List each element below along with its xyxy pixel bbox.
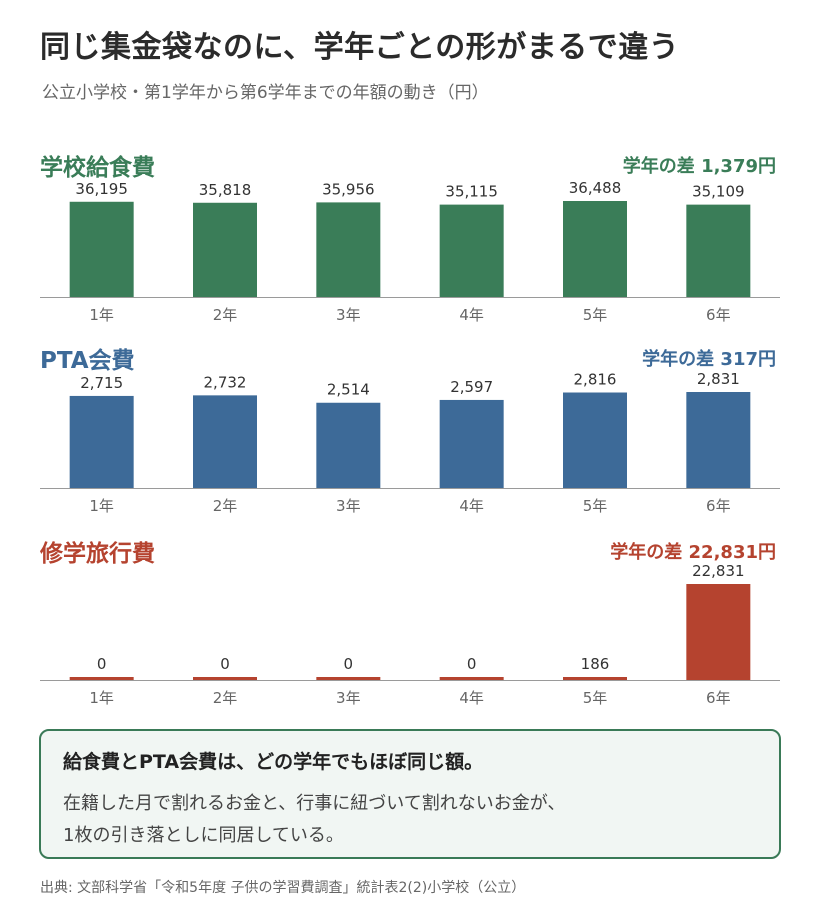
panel-difference-label: 学年の差 22,831円 <box>610 542 776 563</box>
panel-title: PTA会費 <box>40 348 135 374</box>
panel-title: 学校給食費 <box>40 155 155 181</box>
x-tick-label: 3年 <box>336 497 361 515</box>
x-tick-label: 6年 <box>706 689 731 707</box>
panel-school-trip: 修学旅行費 学年の差 22,831円 0 1年 0 2年 0 3年 0 4年 186 5年 22,8… <box>0 526 820 716</box>
bar-value-label: 2,831 <box>697 370 740 388</box>
bar-value-label: 36,488 <box>569 179 622 197</box>
bar <box>439 399 504 488</box>
bar-value-label: 186 <box>581 655 610 673</box>
x-tick-label: 2年 <box>213 497 238 515</box>
note-body-line: 1枚の引き落としに同居している。 <box>63 825 344 846</box>
x-tick-label: 3年 <box>336 689 361 707</box>
bar <box>439 677 504 680</box>
bar <box>316 402 381 488</box>
source-citation: 出典: 文部科学省「令和5年度 子供の学習費調査」統計表2(2)小学校（公立） <box>40 880 526 896</box>
bar <box>686 584 751 680</box>
bar <box>686 392 751 488</box>
chart-title: 同じ集金袋なのに、学年ごとの形がまるで違う <box>40 30 680 65</box>
bar-value-label: 36,195 <box>75 180 128 198</box>
bar <box>193 202 257 297</box>
bar-value-label: 35,115 <box>445 183 498 201</box>
x-tick-label: 5年 <box>583 306 608 324</box>
bar-value-label: 2,816 <box>574 371 617 389</box>
note-body-line: 在籍した月で割れるお金と、行事に紐づいて割れないお金が、 <box>63 793 566 814</box>
panel-pta-fee: PTA会費 学年の差 317円 2,715 1年 2,732 2年 2,514 3年 2,5… <box>0 333 820 523</box>
bar-chart-school-lunch: 36,195 1年 35,818 2年 35,956 3年 35,115 4年 36,488 5年… <box>40 179 780 324</box>
x-tick-label: 1年 <box>89 689 114 707</box>
bar <box>69 677 134 680</box>
chart-subtitle: 公立小学校・第1学年から第6学年までの年額の動き（円） <box>42 83 489 103</box>
bar-chart-school-trip: 0 1年 0 2年 0 3年 0 4年 186 5年 22,831 6年 <box>40 562 780 707</box>
x-tick-label: 6年 <box>706 497 731 515</box>
bar-value-label: 0 <box>97 655 107 673</box>
bar-value-label: 35,956 <box>322 180 375 198</box>
x-tick-label: 5年 <box>583 497 608 515</box>
bar-value-label: 0 <box>220 655 230 673</box>
bar <box>686 204 751 297</box>
panel-school-lunch: 学校給食費 学年の差 1,379円 36,195 1年 35,818 2年 35,956… <box>0 140 820 330</box>
bar-value-label: 22,831 <box>692 562 745 580</box>
x-tick-label: 4年 <box>459 689 484 707</box>
bar <box>193 677 257 680</box>
x-tick-label: 4年 <box>459 306 484 324</box>
bar <box>439 204 504 297</box>
bar-chart-pta-fee: 2,715 1年 2,732 2年 2,514 3年 2,597 4年 2,816 5年 2,831… <box>40 370 780 515</box>
bar-value-label: 35,109 <box>692 183 745 201</box>
note-title: 給食費とPTA会費は、どの学年でもほぼ同じ額。 <box>63 751 484 773</box>
bar <box>563 201 627 297</box>
summary-note: 給食費とPTA会費は、どの学年でもほぼ同じ額。 在籍した月で割れるお金と、行事に… <box>39 729 781 859</box>
bar <box>69 395 134 488</box>
x-tick-label: 6年 <box>706 306 731 324</box>
bar <box>563 677 627 680</box>
x-tick-label: 2年 <box>213 689 238 707</box>
bar-value-label: 2,597 <box>450 378 493 396</box>
x-tick-label: 3年 <box>336 306 361 324</box>
bar <box>69 201 134 297</box>
x-tick-label: 2年 <box>213 306 238 324</box>
panel-title: 修学旅行費 <box>40 541 155 567</box>
x-tick-label: 4年 <box>459 497 484 515</box>
bar <box>316 677 381 680</box>
panel-difference-label: 学年の差 317円 <box>642 349 776 370</box>
x-tick-label: 1年 <box>89 306 114 324</box>
bar-value-label: 35,818 <box>199 181 252 199</box>
bar-value-label: 0 <box>467 655 477 673</box>
bar-value-label: 2,514 <box>327 381 370 399</box>
bar-value-label: 2,715 <box>80 374 123 392</box>
x-tick-label: 1年 <box>89 497 114 515</box>
bar <box>316 202 381 297</box>
bar <box>193 395 257 488</box>
x-tick-label: 5年 <box>583 689 608 707</box>
panel-difference-label: 学年の差 1,379円 <box>622 156 776 177</box>
bar <box>563 392 627 488</box>
bar-value-label: 2,732 <box>204 373 247 391</box>
bar-value-label: 0 <box>344 655 354 673</box>
